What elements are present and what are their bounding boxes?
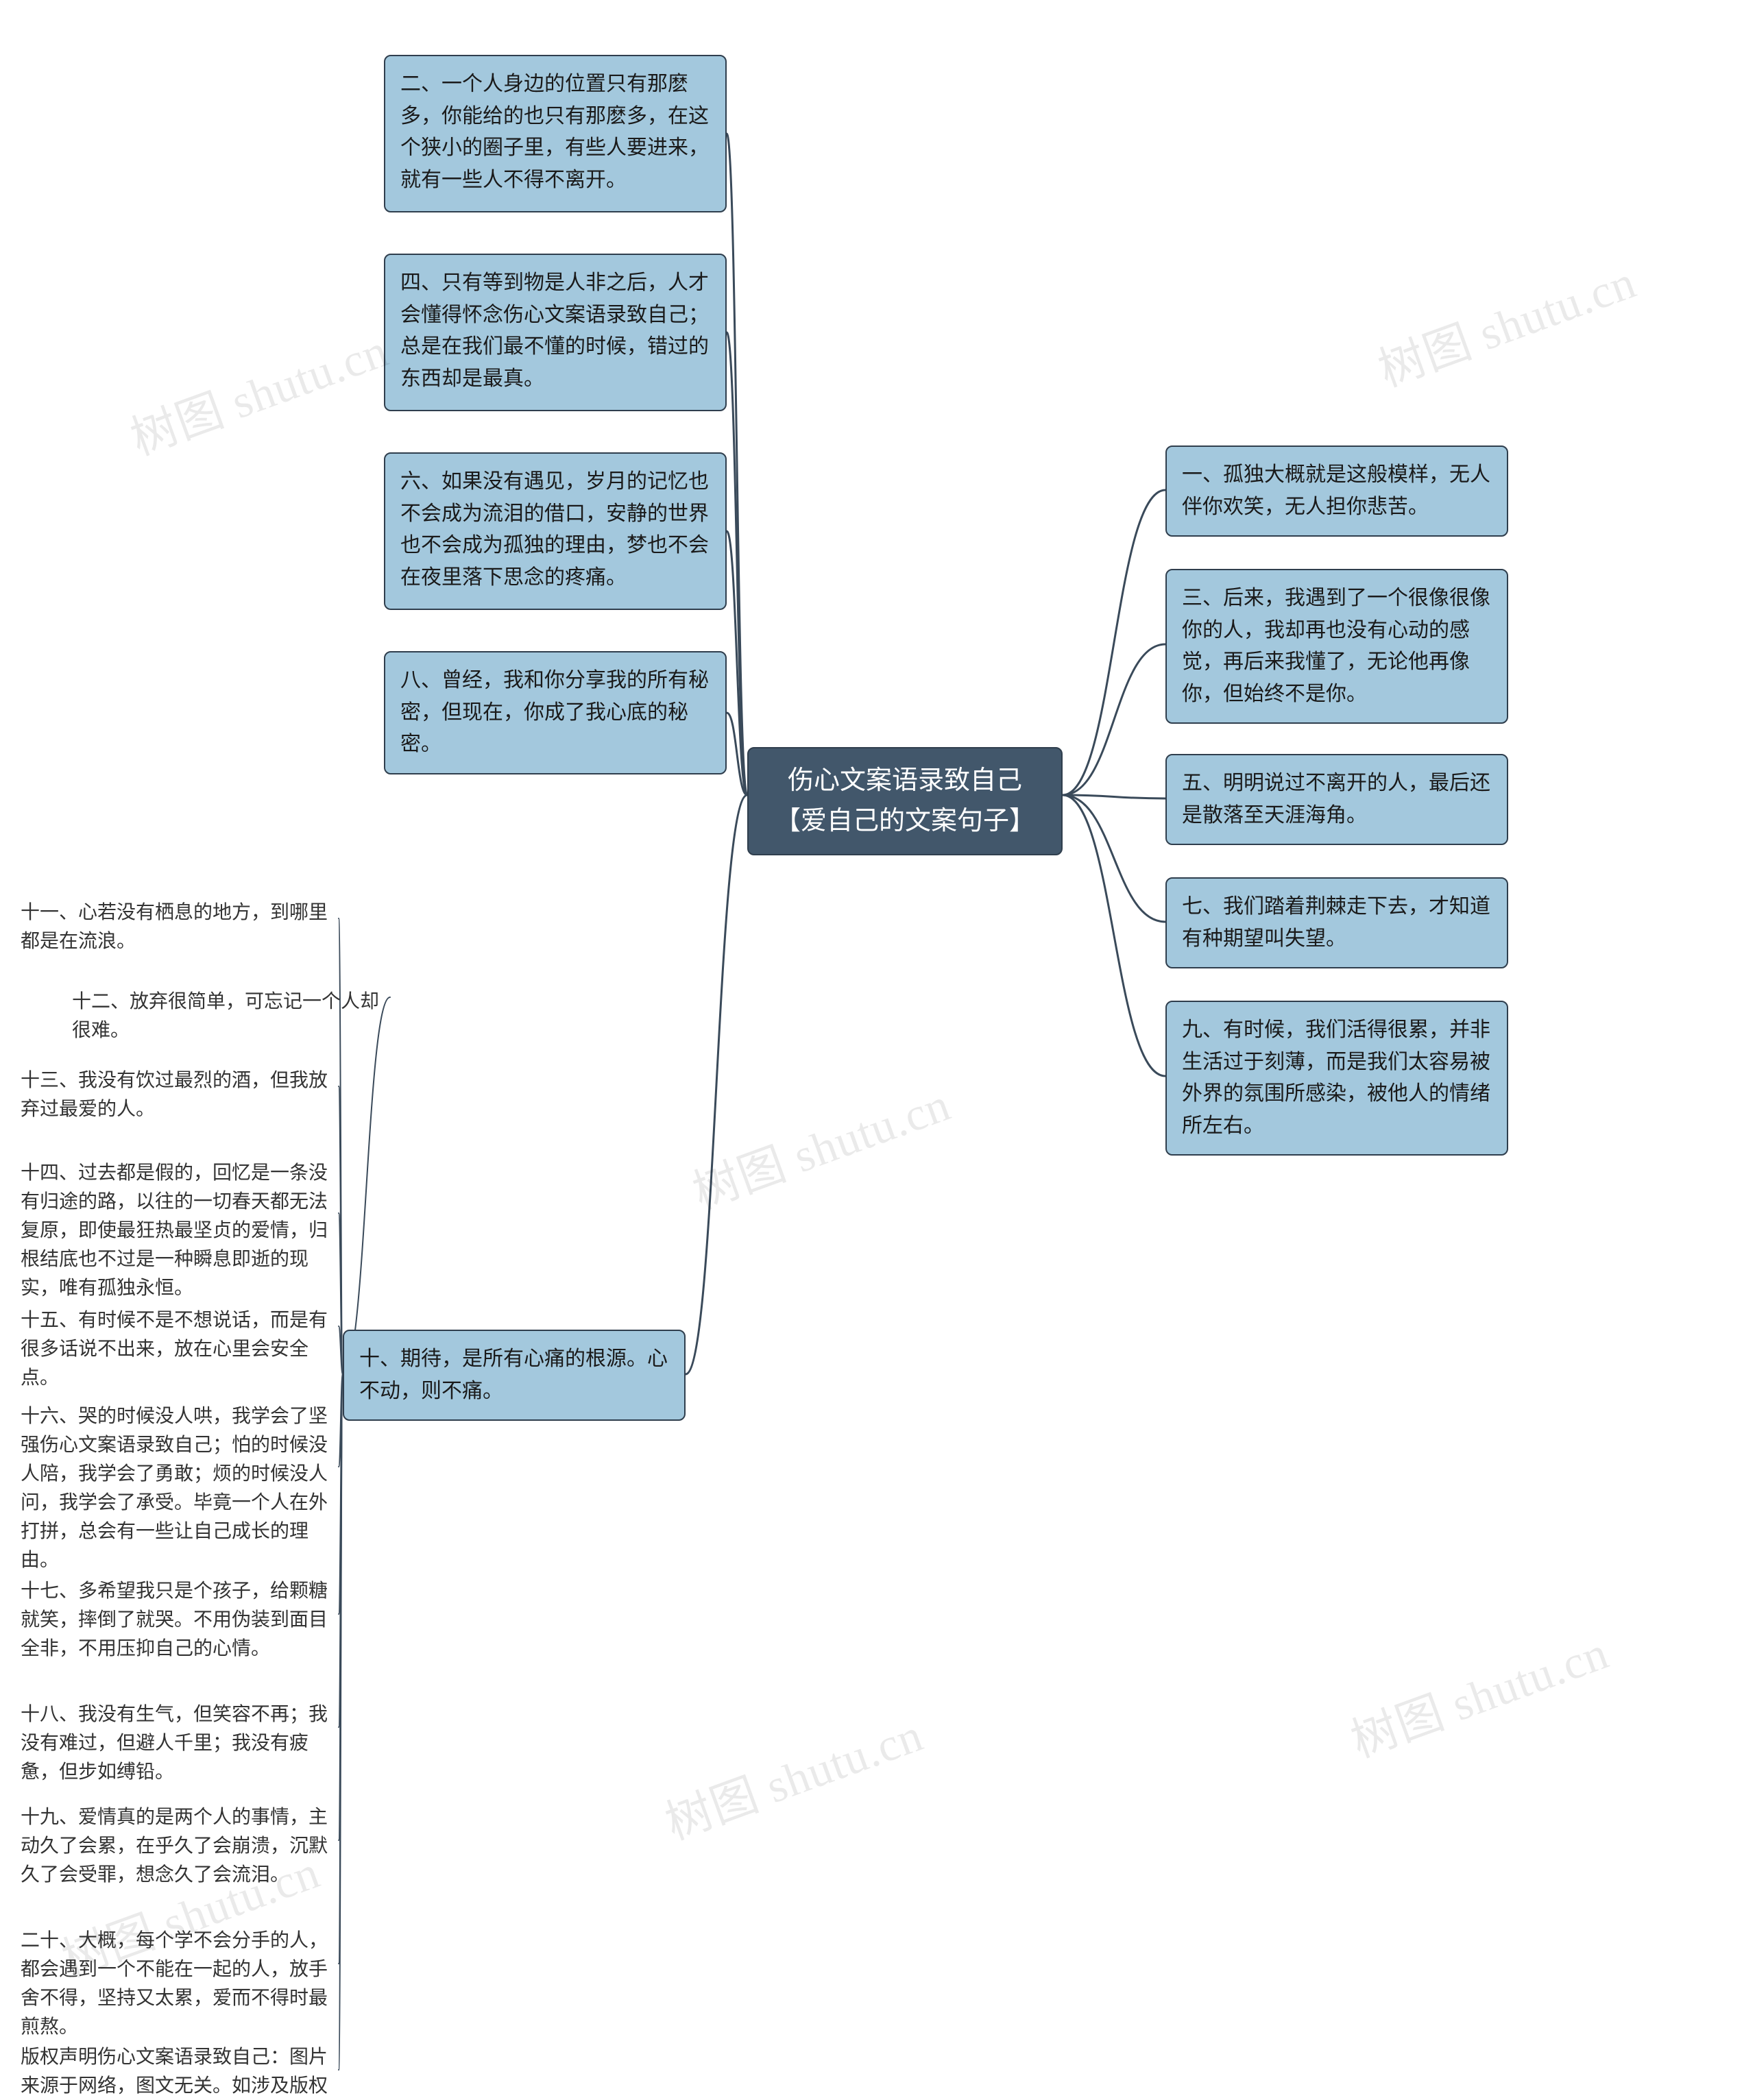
leaf-l12: 十二、放弃很简单，可忘记一个人却很难。: [72, 987, 387, 1045]
leaf-l14: 十四、过去都是假的，回忆是一条没有归途的路，以往的一切春天都无法复原，即使最狂热…: [21, 1158, 336, 1302]
branch-node-n5[interactable]: 五、明明说过不离开的人，最后还是散落至天涯海角。: [1165, 754, 1508, 845]
branch-node-n2[interactable]: 二、一个人身边的位置只有那麽多，你能给的也只有那麽多，在这个狭小的圈子里，有些人…: [384, 55, 727, 212]
watermark: 树图 shutu.cn: [655, 1697, 931, 1853]
leaf-lcr: 版权声明伤心文案语录致自己：图片来源于网络，图文无关。如涉及版权问题，请作者持权…: [21, 2042, 336, 2100]
watermark: 树图 shutu.cn: [1368, 244, 1644, 400]
leaf-l15: 十五、有时候不是不想说话，而是有很多话说不出来，放在心里会安全点。: [21, 1306, 336, 1392]
leaf-l16: 十六、哭的时候没人哄，我学会了坚强伤心文案语录致自己；怕的时候没人陪，我学会了勇…: [21, 1402, 336, 1574]
leaf-l13: 十三、我没有饮过最烈的酒，但我放弃过最爱的人。: [21, 1066, 336, 1123]
leaf-l11: 十一、心若没有栖息的地方，到哪里都是在流浪。: [21, 898, 336, 955]
watermark: 树图 shutu.cn: [682, 1066, 958, 1222]
leaf-l19: 十九、爱情真的是两个人的事情，主动久了会累，在乎久了会崩溃，沉默久了会受罪，想念…: [21, 1803, 336, 1889]
watermark: 树图 shutu.cn: [1340, 1615, 1617, 1770]
leaf-l18: 十八、我没有生气，但笑容不再；我没有难过，但避人千里；我没有疲惫，但步如缚铅。: [21, 1700, 336, 1786]
branch-node-n8[interactable]: 八、曾经，我和你分享我的所有秘密，但现在，你成了我心底的秘密。: [384, 651, 727, 774]
branch-node-n10[interactable]: 十、期待，是所有心痛的根源。心不动，则不痛。: [343, 1330, 686, 1421]
branch-node-n3[interactable]: 三、后来，我遇到了一个很像很像你的人，我却再也没有心动的感觉，再后来我懂了，无论…: [1165, 569, 1508, 724]
branch-node-n7[interactable]: 七、我们踏着荆棘走下去，才知道有种期望叫失望。: [1165, 877, 1508, 968]
branch-node-n4[interactable]: 四、只有等到物是人非之后，人才会懂得怀念伤心文案语录致自己；总是在我们最不懂的时…: [384, 254, 727, 411]
leaf-l20: 二十、大概，每个学不会分手的人，都会遇到一个不能在一起的人，放手舍不得，坚持又太…: [21, 1926, 336, 2041]
branch-node-n9[interactable]: 九、有时候，我们活得很累，并非生活过于刻薄，而是我们太容易被外界的氛围所感染，被…: [1165, 1001, 1508, 1156]
branch-node-n1[interactable]: 一、孤独大概就是这般模样，无人伴你欢笑，无人担你悲苦。: [1165, 445, 1508, 537]
watermark: 树图 shutu.cn: [120, 313, 396, 468]
leaf-l17: 十七、多希望我只是个孩子，给颗糖就笑，摔倒了就哭。不用伪装到面目全非，不用压抑自…: [21, 1576, 336, 1663]
branch-node-n6[interactable]: 六、如果没有遇见，岁月的记忆也不会成为流泪的借口，安静的世界也不会成为孤独的理由…: [384, 452, 727, 610]
center-node[interactable]: 伤心文案语录致自己【爱自己的文案句子】: [747, 747, 1063, 855]
